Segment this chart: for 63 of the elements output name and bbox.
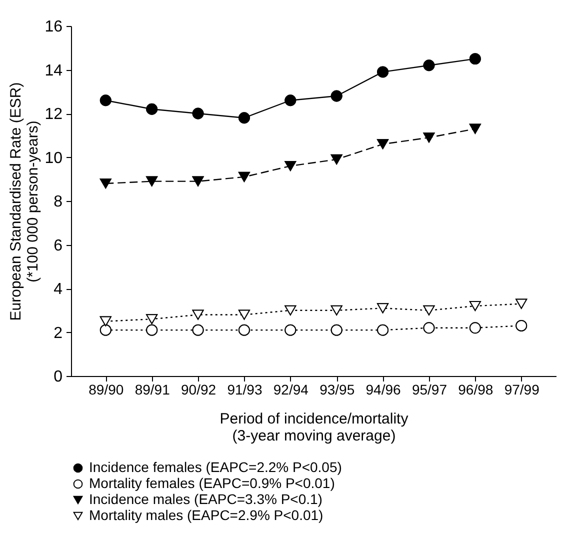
y-tick-label: 6: [54, 237, 63, 254]
x-tick-label: 90/92: [181, 382, 216, 398]
point: [100, 316, 112, 326]
point: [377, 66, 389, 78]
point: [469, 53, 481, 65]
point: [146, 324, 158, 336]
y-tick-label: 16: [44, 18, 63, 36]
x-tick-label: 97/99: [504, 382, 540, 398]
point: [377, 139, 389, 150]
point: [469, 124, 481, 134]
y-tick-label: 0: [54, 368, 63, 386]
point: [100, 178, 112, 189]
point: [423, 60, 435, 72]
point: [238, 172, 250, 182]
point: [330, 324, 342, 336]
point: [423, 132, 435, 143]
point: [377, 303, 389, 314]
point: [100, 94, 112, 106]
x-axis-title: Period of incidence/mortality (3-year moving average): [220, 410, 409, 444]
point: [469, 300, 481, 312]
point: [192, 310, 204, 320]
point: [284, 324, 296, 336]
y-tick-label: 4: [54, 281, 63, 298]
point: [238, 112, 250, 124]
x-tick-label: 93/95: [320, 382, 355, 398]
point: [377, 324, 389, 336]
x-tick-label: 94/96: [366, 382, 402, 398]
legend-label: Incidence males (EAPC=3.3% P<0.1): [89, 491, 322, 507]
point: [330, 90, 342, 102]
y-tick-label: 14: [44, 62, 63, 80]
legend-label: Mortality males (EAPC=2.9% P<0.01): [89, 507, 324, 523]
x-tick-label: 95/97: [412, 382, 448, 398]
x-tick-label: 92/94: [273, 382, 309, 398]
x-tick-label: 89/90: [88, 382, 124, 398]
point: [100, 324, 112, 336]
y-tick-label: 10: [44, 150, 63, 167]
point: [330, 154, 342, 164]
point: [146, 176, 158, 186]
x-tick-label: 91/93: [227, 382, 262, 398]
point: [238, 324, 250, 336]
x-tick-label: 96/98: [458, 382, 494, 398]
point: [330, 305, 342, 316]
x-tick-label: 89/91: [134, 382, 170, 398]
point: [146, 314, 158, 324]
point: [284, 94, 296, 106]
y-axis-title: European Standardised Rate (ESR) (*100 000 person-years): [8, 82, 42, 321]
y-tick-label: 12: [44, 106, 63, 123]
point: [146, 103, 158, 115]
y-tick-label: 8: [54, 194, 63, 210]
y-tick-label: 2: [54, 324, 63, 342]
point: [192, 108, 204, 120]
legend-label: Incidence females (EAPC=2.2% P<0.05): [89, 459, 342, 475]
point: [423, 322, 435, 334]
point: [192, 324, 204, 336]
point: [284, 305, 296, 316]
legend-label: Mortality females (EAPC=0.9% P<0.01): [89, 475, 335, 491]
point: [284, 160, 296, 172]
point: [516, 298, 528, 309]
point: [469, 322, 481, 334]
point: [238, 310, 250, 320]
point: [192, 176, 204, 186]
point: [423, 305, 435, 316]
point: [516, 320, 528, 332]
